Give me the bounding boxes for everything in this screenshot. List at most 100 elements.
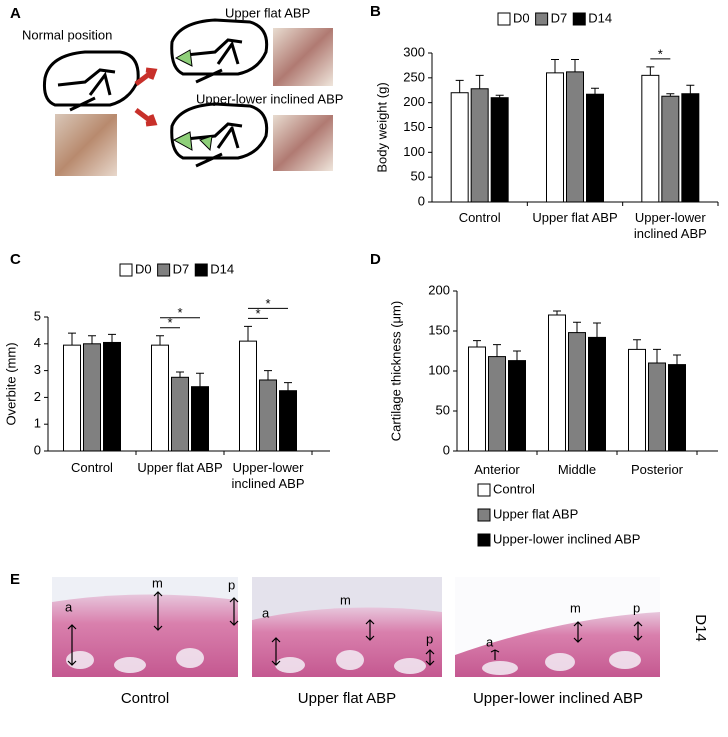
panel-a-label: Upper-lower inclined ABP (196, 91, 343, 106)
bar (661, 95, 680, 203)
error-bar (513, 350, 521, 361)
bar (490, 97, 509, 203)
bar (191, 386, 209, 452)
y-tick-label: 4 (34, 335, 41, 350)
bar (83, 343, 101, 452)
legend-label: D7 (551, 10, 568, 25)
error-bar (156, 335, 164, 346)
significance-star: * (255, 306, 260, 321)
bar (648, 362, 666, 452)
y-tick-label: 0 (34, 442, 41, 457)
region-marker: a (65, 599, 73, 614)
panel-letter: D (370, 251, 381, 268)
y-tick-label: 50 (411, 169, 425, 184)
error-bar (573, 321, 581, 333)
significance-star: * (177, 305, 182, 320)
legend-swatch (157, 263, 171, 277)
error-bar (264, 370, 272, 380)
legend-swatch (477, 508, 491, 522)
caption: Upper flat ABP (298, 690, 396, 707)
y-tick-label: 50 (436, 402, 450, 417)
error-bar (68, 332, 76, 346)
bar (641, 74, 660, 203)
bar (588, 336, 606, 452)
error-bar (284, 382, 292, 391)
legend-label: D14 (588, 10, 612, 25)
x-tick-label: Middle (557, 462, 597, 477)
x-tick-label: Upper-lower inclined ABP (633, 210, 707, 241)
legend-label: D14 (210, 261, 234, 276)
region-marker: p (228, 577, 235, 592)
error-bar (455, 79, 464, 93)
bar (151, 344, 169, 452)
error-bar (646, 66, 655, 76)
error-bar (553, 310, 561, 315)
legend-label: D0 (135, 261, 152, 276)
panel-a-label: Normal position (22, 27, 112, 42)
error-bar (88, 335, 96, 344)
y-tick-label: 200 (403, 94, 425, 109)
error-bar (593, 322, 601, 338)
error-bar (108, 333, 116, 343)
y-tick-label: 150 (403, 119, 425, 134)
x-tick-label: Anterior (474, 462, 520, 477)
appliance (172, 131, 213, 152)
y-tick-label: 150 (428, 322, 450, 337)
error-bar (244, 325, 252, 342)
legend-label: Control (493, 481, 535, 496)
error-bar (493, 344, 501, 357)
error-bar (495, 94, 504, 98)
y-tick-label: 1 (34, 416, 41, 431)
bar (63, 344, 81, 452)
y-tick-label: 100 (403, 144, 425, 159)
photo (55, 114, 117, 176)
legend-label: Upper-lower inclined ABP (493, 531, 640, 546)
error-bar (653, 348, 661, 363)
bar (548, 314, 566, 452)
bar (279, 390, 297, 452)
bar (668, 364, 686, 452)
caption: Upper-lower inclined ABP (473, 690, 643, 707)
region-marker: p (633, 600, 640, 615)
bar (468, 346, 486, 452)
x-tick-label: Control (71, 460, 113, 475)
bar (470, 88, 489, 203)
x-tick-label: Posterior (630, 462, 684, 477)
legend-swatch (477, 533, 491, 547)
legend-label: D0 (513, 10, 530, 25)
bar (488, 356, 506, 452)
legend-swatch (497, 12, 511, 26)
y-tick-label: 200 (428, 282, 450, 297)
y-axis-label: Cartilage thickness (μm) (388, 301, 403, 441)
legend-swatch (477, 483, 491, 497)
y-axis-label: Overbite (mm) (3, 342, 18, 425)
bar (628, 348, 646, 452)
bar (239, 340, 257, 452)
histology (52, 577, 660, 677)
y-tick-label: 2 (34, 389, 41, 404)
region-marker: m (152, 575, 163, 590)
photo (273, 115, 333, 171)
significance-star: * (265, 296, 270, 311)
arrow (134, 108, 158, 127)
bar (508, 360, 526, 452)
y-tick-label: 250 (403, 69, 425, 84)
bar (681, 93, 700, 203)
error-bar (473, 340, 481, 347)
region-marker: a (486, 634, 494, 649)
legend-swatch (572, 12, 586, 26)
panel-letter: E (10, 571, 20, 588)
legend-swatch (535, 12, 549, 26)
y-tick-label: 3 (34, 362, 41, 377)
error-bar (196, 372, 204, 387)
legend-label: D7 (173, 261, 190, 276)
error-bar (475, 74, 484, 89)
arrow (134, 67, 158, 86)
error-bar (633, 339, 641, 350)
legend-label: Upper flat ABP (493, 506, 578, 521)
y-tick-label: 300 (403, 44, 425, 59)
x-tick-label: Control (458, 210, 501, 225)
bar (103, 341, 121, 452)
